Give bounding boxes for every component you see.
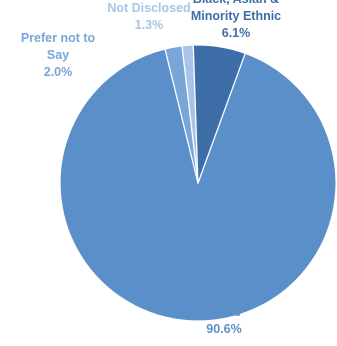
pie-slice-black-asian-minority-ethnic [192, 44, 246, 184]
pie-labels: White 90.6% Prefer not to Say 2.0% Not Disclo… [21, 0, 281, 336]
data-label-white: White 90.6% [206, 305, 241, 336]
pie-slice-white [59, 48, 337, 322]
pie-slices [59, 44, 337, 322]
data-label-not-disclosed: Not Disclosed 1.3% [107, 1, 190, 32]
data-label-prefer-not-to-say: Prefer not to Say 2.0% [21, 31, 96, 79]
